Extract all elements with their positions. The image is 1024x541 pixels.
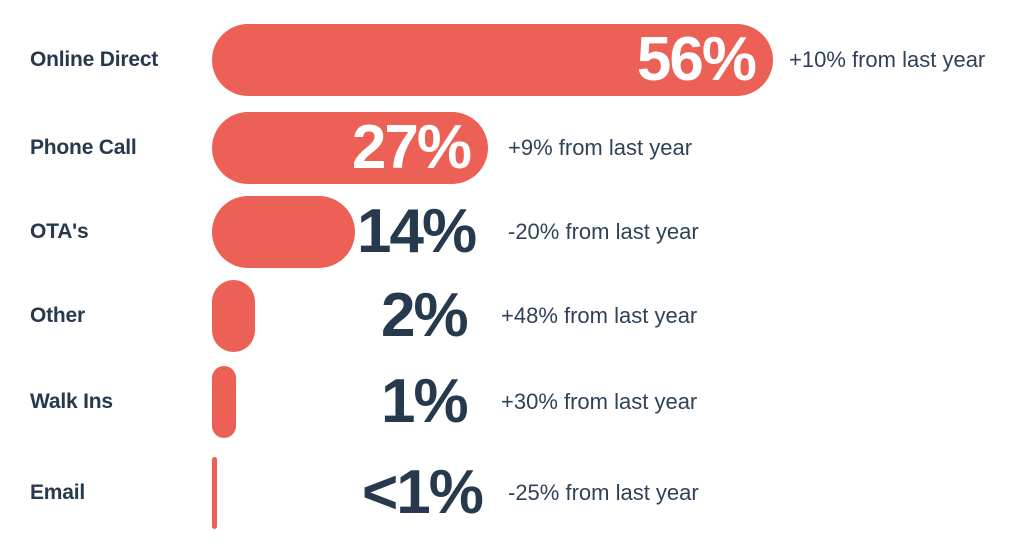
chart-row: Email <1% -25% from last year <box>0 450 1024 536</box>
delta-annotation: +9% from last year <box>508 135 693 160</box>
category-label: OTA's <box>30 220 89 243</box>
category-label: Walk Ins <box>30 390 113 413</box>
delta-annotation: +10% from last year <box>789 47 986 72</box>
bar-value-label: 1% <box>381 367 469 436</box>
bar-wrapper: 56% <box>212 24 773 96</box>
bar[interactable] <box>212 366 236 438</box>
bar-wrapper <box>212 457 217 529</box>
chart-row: Walk Ins 1% +30% from last year <box>0 359 1024 445</box>
chart-row: Online Direct 56% +10% from last year <box>0 17 1024 103</box>
bar-wrapper <box>212 366 236 438</box>
delta-annotation: +30% from last year <box>501 389 698 414</box>
bar[interactable] <box>212 457 217 529</box>
chart-row: Other 2% +48% from last year <box>0 273 1024 359</box>
chart-row: OTA's 14% -20% from last year <box>0 189 1024 275</box>
bar-value-label: 56% <box>636 25 757 94</box>
bar[interactable]: 56% <box>212 24 773 96</box>
bar[interactable] <box>212 196 355 268</box>
bar-wrapper: 27% <box>212 112 488 184</box>
bar-value-label: <1% <box>362 458 484 527</box>
chart-row: Phone Call 27% +9% from last year <box>0 105 1024 191</box>
delta-annotation: -25% from last year <box>508 480 699 505</box>
delta-annotation: -20% from last year <box>508 219 699 244</box>
bar-value-label: 2% <box>381 281 469 350</box>
bar-wrapper <box>212 280 255 352</box>
bar[interactable]: 27% <box>212 112 488 184</box>
bar-value-label: 27% <box>351 113 472 182</box>
category-label: Online Direct <box>30 48 159 71</box>
category-label: Phone Call <box>30 136 137 159</box>
bar[interactable] <box>212 280 255 352</box>
category-label: Other <box>30 304 86 327</box>
bar-wrapper <box>212 196 355 268</box>
bar-value-label: 14% <box>357 197 477 266</box>
delta-annotation: +48% from last year <box>501 303 698 328</box>
category-label: Email <box>30 481 86 504</box>
